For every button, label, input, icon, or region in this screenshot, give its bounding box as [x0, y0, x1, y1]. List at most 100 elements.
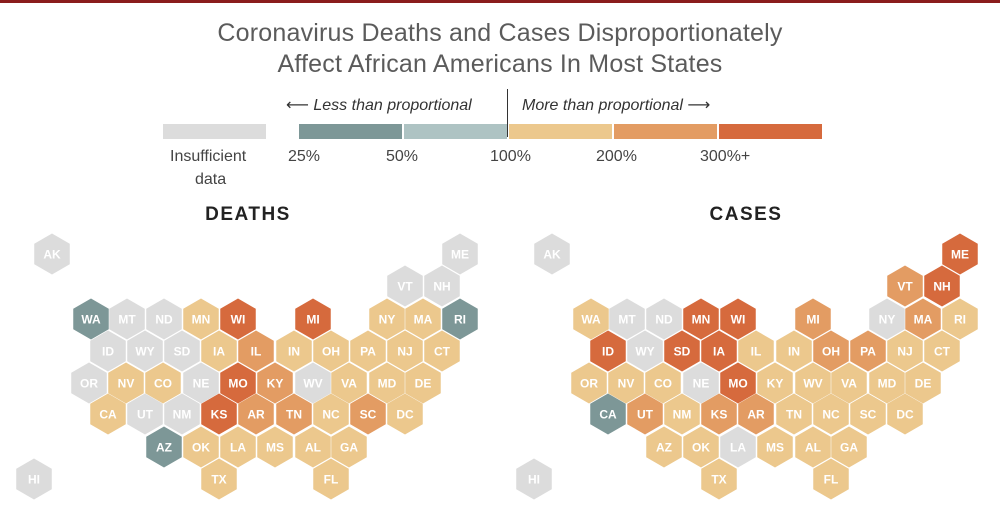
- cases-state-ky: KY: [757, 362, 793, 404]
- deaths-state-hex-ne: [183, 362, 219, 404]
- cases-state-hex-nh: [924, 265, 960, 307]
- title-line-2: Affect African Americans In Most States: [277, 50, 723, 78]
- legend-swatch-100: [509, 124, 612, 139]
- deaths-state-in: IN: [276, 330, 312, 372]
- deaths-state-hex-nd: [146, 298, 182, 340]
- cases-state-wv: WV: [795, 362, 831, 404]
- cases-state-hex-ny: [869, 298, 905, 340]
- cases-state-hex-pa: [850, 330, 886, 372]
- deaths-state-label-ca: CA: [99, 408, 117, 422]
- cases-state-az: AZ: [646, 426, 682, 468]
- cases-state-label-ma: MA: [914, 313, 933, 327]
- deaths-state-hex-fl: [313, 458, 349, 500]
- cases-state-label-in: IN: [788, 345, 800, 359]
- cases-state-label-ky: KY: [767, 377, 784, 391]
- deaths-state-label-ak: AK: [43, 248, 61, 262]
- cases-state-label-mt: MT: [618, 313, 636, 327]
- deaths-state-ms: MS: [257, 426, 293, 468]
- deaths-state-label-de: DE: [415, 377, 432, 391]
- cases-state-hex-nm: [664, 393, 700, 435]
- legend-swatch-insufficient: [163, 124, 266, 139]
- deaths-state-label-sd: SD: [174, 345, 191, 359]
- deaths-state-label-ga: GA: [340, 441, 358, 455]
- cases-state-label-ar: AR: [747, 408, 765, 422]
- deaths-state-hex-nj: [387, 330, 423, 372]
- cases-state-nh: NH: [924, 265, 960, 307]
- deaths-state-label-nm: NM: [173, 408, 192, 422]
- deaths-state-nh: NH: [424, 265, 460, 307]
- legend-tick-100: 100%: [490, 148, 531, 165]
- deaths-state-nv: NV: [108, 362, 144, 404]
- deaths-state-label-mi: MI: [306, 313, 319, 327]
- deaths-state-label-ia: IA: [213, 345, 225, 359]
- deaths-state-label-mo: MO: [228, 377, 247, 391]
- deaths-state-hex-ut: [127, 393, 163, 435]
- deaths-state-tx: TX: [201, 458, 237, 500]
- cases-state-hex-ar: [738, 393, 774, 435]
- cases-state-hex-ok: [683, 426, 719, 468]
- deaths-state-mi: MI: [295, 298, 331, 340]
- deaths-state-wi: WI: [220, 298, 256, 340]
- deaths-state-ma: MA: [405, 298, 441, 340]
- deaths-state-hex-nc: [313, 393, 349, 435]
- cases-state-pa: PA: [850, 330, 886, 372]
- cases-state-il: IL: [738, 330, 774, 372]
- deaths-state-ut: UT: [127, 393, 163, 435]
- deaths-state-hex-md: [369, 362, 405, 404]
- cases-state-label-ne: NE: [693, 377, 710, 391]
- deaths-map-title: DEATHS: [205, 204, 291, 225]
- cases-state-label-al: AL: [805, 441, 821, 455]
- deaths-state-hex-mn: [183, 298, 219, 340]
- cases-state-label-va: VA: [841, 377, 857, 391]
- cases-state-nd: ND: [646, 298, 682, 340]
- deaths-state-hex-mo: [220, 362, 256, 404]
- deaths-state-hex-nh: [424, 265, 460, 307]
- deaths-state-pa: PA: [350, 330, 386, 372]
- cases-state-hex-mn: [683, 298, 719, 340]
- cases-state-label-hi: HI: [528, 473, 540, 487]
- cases-state-label-ga: GA: [840, 441, 858, 455]
- legend-swatch-50: [404, 124, 507, 139]
- cases-state-ne: NE: [683, 362, 719, 404]
- deaths-state-hex-ma: [405, 298, 441, 340]
- cases-state-label-wi: WI: [731, 313, 746, 327]
- cases-state-ms: MS: [757, 426, 793, 468]
- cases-state-fl: FL: [813, 458, 849, 500]
- cases-state-label-oh: OH: [822, 345, 840, 359]
- deaths-state-label-oh: OH: [322, 345, 340, 359]
- deaths-state-il: IL: [238, 330, 274, 372]
- deaths-state-label-ar: AR: [247, 408, 265, 422]
- cases-state-wi: WI: [720, 298, 756, 340]
- deaths-state-hex-ms: [257, 426, 293, 468]
- cases-state-mt: MT: [609, 298, 645, 340]
- deaths-state-de: DE: [405, 362, 441, 404]
- deaths-hex-map: AK ME VT NH WA MT ND MN WI MI NY MA RI ID WY SD IA IL IN OH…: [16, 233, 478, 500]
- deaths-state-hex-az: [146, 426, 182, 468]
- cases-state-label-md: MD: [878, 377, 897, 391]
- deaths-state-co: CO: [145, 362, 181, 404]
- deaths-state-ky: KY: [257, 362, 293, 404]
- deaths-state-label-ky: KY: [267, 377, 284, 391]
- cases-state-hex-nd: [646, 298, 682, 340]
- deaths-state-ak: AK: [34, 233, 70, 275]
- deaths-state-label-nj: NJ: [397, 345, 412, 359]
- deaths-state-label-ms: MS: [266, 441, 284, 455]
- cases-state-dc: DC: [887, 393, 923, 435]
- deaths-state-label-mt: MT: [118, 313, 136, 327]
- cases-hex-map: AK ME VT NH WA MT ND MN WI MI NY MA RI ID WY SD IA IL IN OH…: [516, 233, 978, 500]
- deaths-state-hex-mt: [109, 298, 145, 340]
- cases-state-label-nc: NC: [822, 408, 840, 422]
- cases-state-hi: HI: [516, 458, 552, 500]
- cases-state-label-de: DE: [915, 377, 932, 391]
- deaths-state-label-co: CO: [154, 377, 172, 391]
- deaths-state-hex-ky: [257, 362, 293, 404]
- legend-swatch-300: [719, 124, 822, 139]
- deaths-state-hex-ia: [201, 330, 237, 372]
- cases-state-hex-or: [571, 362, 607, 404]
- deaths-state-ny: NY: [369, 298, 405, 340]
- deaths-state-hex-hi: [16, 458, 52, 500]
- deaths-state-hex-ks: [201, 393, 237, 435]
- cases-state-label-mi: MI: [806, 313, 819, 327]
- legend-swatch-200: [614, 124, 717, 139]
- cases-state-ut: UT: [627, 393, 663, 435]
